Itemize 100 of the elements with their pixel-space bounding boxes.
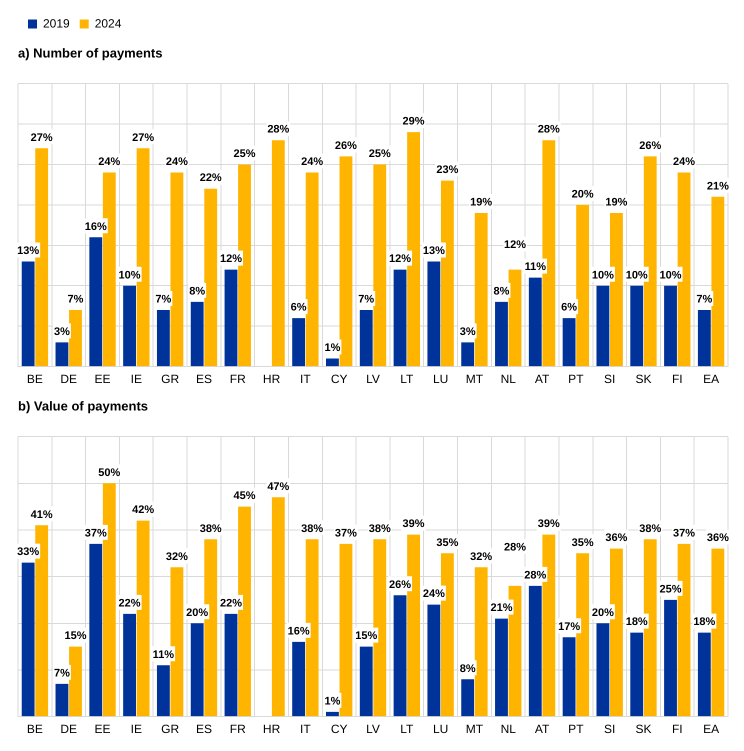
- bar: [474, 212, 488, 366]
- bar: [360, 310, 373, 366]
- bar: [56, 684, 68, 716]
- data-label: 7%: [155, 294, 172, 306]
- x-tick-label: SK: [635, 372, 652, 386]
- bar: [576, 204, 590, 366]
- bar: [156, 665, 170, 716]
- x-tick-label: BE: [26, 722, 43, 736]
- x-tick-label: HR: [262, 372, 281, 386]
- bar: [224, 614, 238, 716]
- data-label: 37%: [84, 527, 107, 540]
- data-label: 19%: [605, 196, 628, 209]
- bar: [711, 196, 724, 366]
- x-tick-label: SK: [635, 722, 652, 736]
- x-tick-label: BE: [26, 372, 43, 386]
- x-tick-label: FI: [672, 372, 683, 386]
- data-label: 37%: [334, 527, 358, 540]
- x-tick-label: IE: [130, 372, 142, 386]
- bar: [22, 562, 35, 716]
- bar: [89, 544, 102, 716]
- data-label: 25%: [368, 148, 391, 160]
- x-tick-label: CY: [330, 722, 348, 736]
- x-tick-label: AT: [534, 722, 550, 736]
- data-label: 21%: [706, 180, 730, 192]
- bar: [461, 679, 474, 716]
- bar: [272, 140, 285, 366]
- x-tick-label: HR: [262, 722, 281, 736]
- bar: [508, 270, 522, 366]
- x-tick-label: MT: [466, 372, 484, 386]
- bar: [427, 261, 440, 366]
- bar: [562, 637, 576, 716]
- bar: [394, 595, 406, 716]
- bar: [461, 342, 474, 366]
- x-tick-label: AT: [534, 372, 550, 386]
- bar: [292, 642, 306, 716]
- bar: [292, 318, 306, 366]
- data-label: 24%: [166, 156, 188, 168]
- x-tick-label: IT: [300, 722, 312, 736]
- bar: [596, 623, 610, 716]
- bar: [22, 261, 35, 366]
- x-tick-label: DE: [60, 722, 78, 736]
- data-label: 47%: [267, 480, 290, 493]
- data-label: 35%: [572, 536, 594, 549]
- data-label: 10%: [592, 269, 614, 282]
- data-label: 50%: [98, 466, 121, 479]
- data-label: 3%: [54, 326, 70, 338]
- data-label: 23%: [436, 164, 459, 176]
- bar: [340, 156, 352, 366]
- bar: [89, 237, 102, 366]
- data-label: 24%: [301, 156, 324, 168]
- data-label: 38%: [639, 522, 662, 535]
- bar: [373, 164, 386, 366]
- bar: [427, 604, 440, 716]
- data-label: 41%: [30, 508, 53, 521]
- x-tick-label: NL: [500, 722, 516, 736]
- data-label: 28%: [267, 124, 290, 136]
- bar: [123, 286, 136, 366]
- data-label: 10%: [660, 269, 682, 282]
- x-tick-label: IE: [130, 722, 142, 736]
- data-label: 37%: [673, 527, 696, 540]
- data-label: 39%: [402, 518, 425, 530]
- bar: [340, 544, 352, 716]
- legend-label: 2024: [94, 16, 122, 30]
- bar: [562, 318, 576, 366]
- bar: [528, 586, 542, 716]
- bar: [596, 286, 610, 366]
- bar: [69, 310, 82, 366]
- data-label: 6%: [290, 302, 307, 314]
- bar: [56, 342, 68, 366]
- x-tick-label: PT: [568, 722, 584, 736]
- data-label: 26%: [334, 140, 358, 152]
- data-label: 12%: [220, 253, 242, 266]
- x-tick-label: SI: [604, 372, 616, 386]
- data-label: 6%: [561, 302, 578, 314]
- bar: [495, 302, 508, 366]
- data-label: 12%: [504, 239, 526, 252]
- x-tick-label: FR: [230, 372, 246, 386]
- data-label: 20%: [592, 606, 614, 619]
- data-label: 27%: [132, 132, 154, 144]
- data-label: 8%: [460, 662, 476, 675]
- x-tick-label: CY: [330, 372, 348, 386]
- bar: [204, 188, 218, 366]
- data-label: 35%: [436, 536, 459, 549]
- chart-title: a) Number of payments: [18, 45, 162, 60]
- data-label: 16%: [84, 220, 107, 233]
- data-label: 7%: [54, 667, 70, 680]
- data-label: 7%: [696, 294, 712, 306]
- bar: [528, 278, 542, 366]
- data-label: 25%: [660, 583, 682, 596]
- x-tick-label: NL: [500, 372, 516, 386]
- data-label: 22%: [200, 172, 222, 184]
- data-label: 15%: [64, 630, 87, 642]
- data-label: 28%: [538, 124, 560, 136]
- data-label: 12%: [389, 253, 412, 266]
- bar: [664, 600, 677, 716]
- data-label: 15%: [355, 630, 378, 642]
- x-tick-label: EA: [703, 722, 720, 736]
- data-label: 17%: [558, 620, 580, 633]
- bar: [190, 623, 204, 716]
- bar: [326, 358, 339, 366]
